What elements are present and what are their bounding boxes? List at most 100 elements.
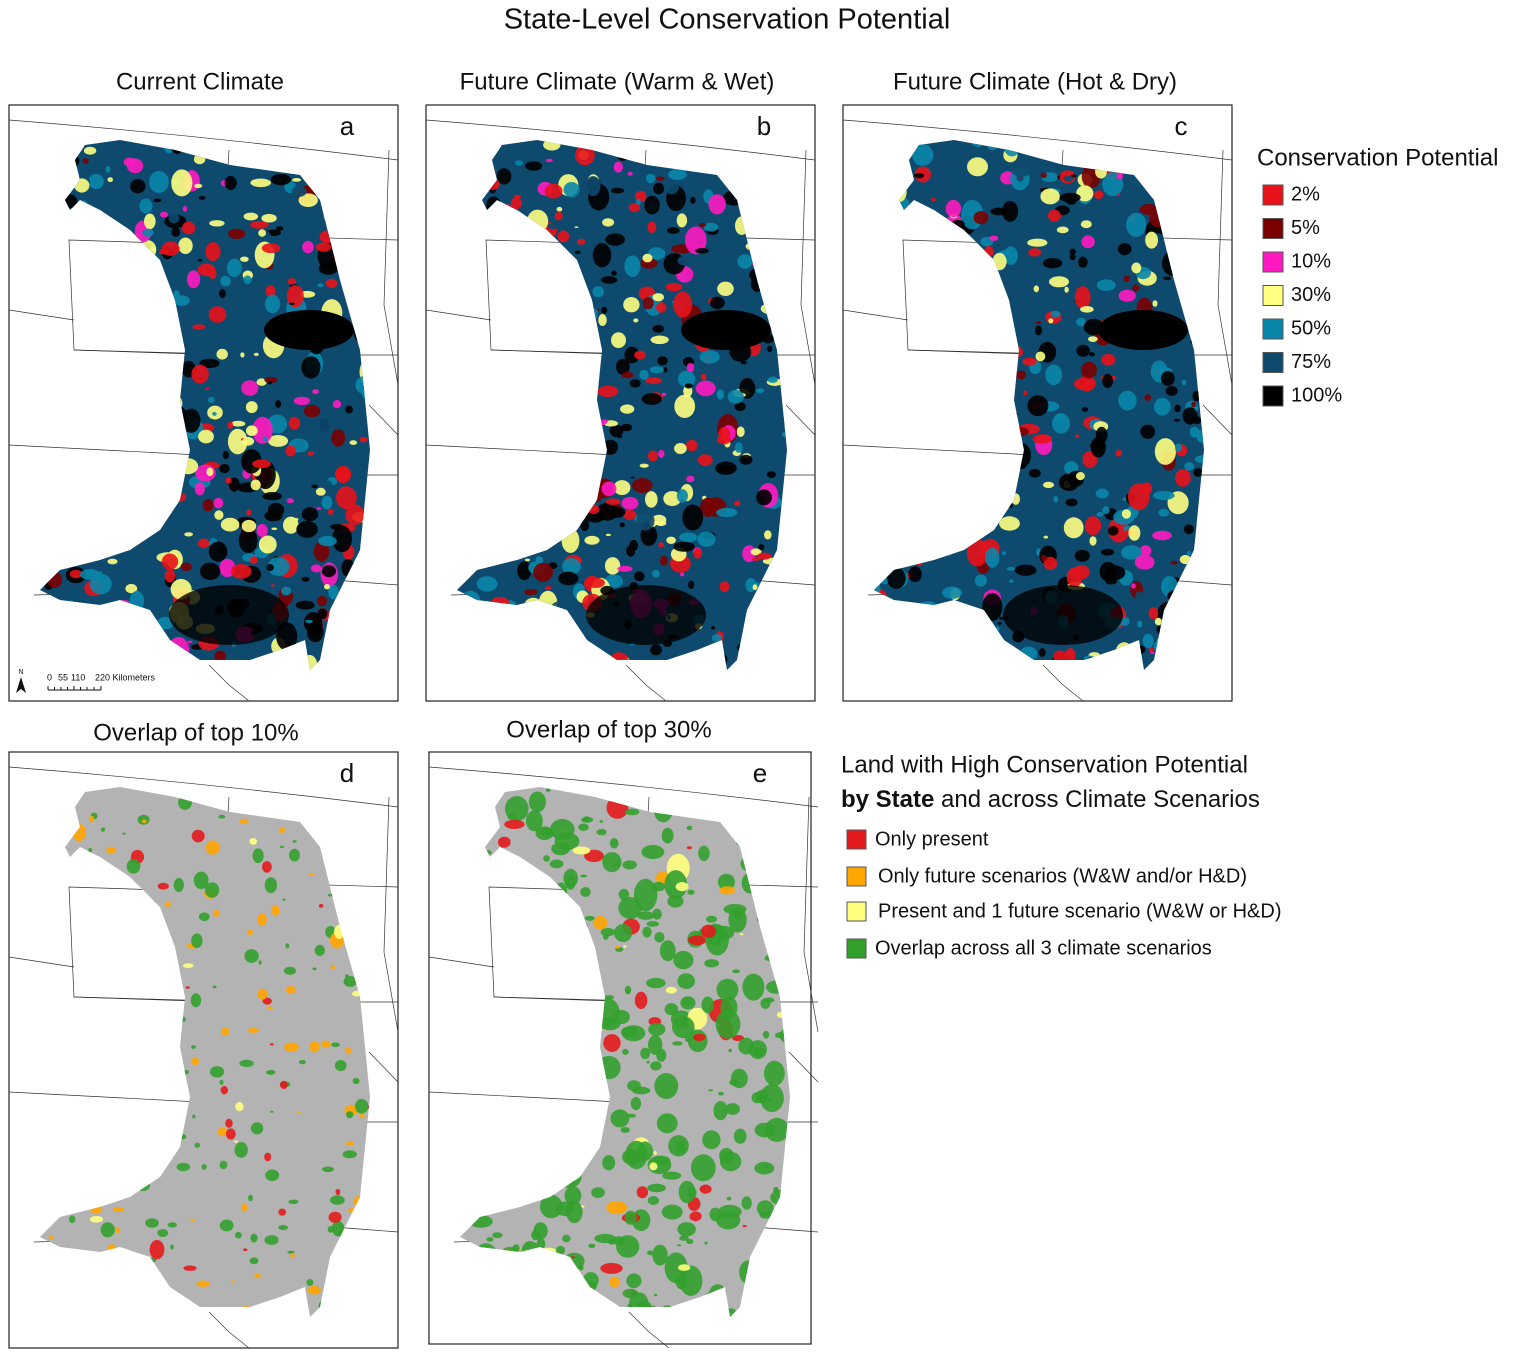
map-cell (159, 249, 169, 255)
map-cell (653, 1151, 657, 1155)
map-cell (653, 182, 665, 195)
map-cell (624, 255, 641, 277)
map-cell (580, 887, 591, 897)
map-cell (1182, 407, 1198, 425)
map-cell (597, 385, 619, 397)
map-cell (1131, 583, 1136, 589)
map-panel: e (428, 751, 819, 1349)
map-cell (258, 960, 262, 965)
map-cell (245, 401, 258, 414)
map-cell (664, 179, 679, 195)
map-cell (248, 1194, 253, 1202)
map-cell (264, 1152, 272, 1162)
map-cell (611, 270, 617, 276)
map-cell (650, 644, 662, 656)
map-cell (1014, 564, 1037, 576)
map-cell (716, 978, 739, 1001)
map-cell (219, 289, 226, 298)
map-cell (1047, 209, 1061, 222)
map-cell (281, 586, 292, 596)
map-cell (201, 1164, 207, 1170)
map-cell (604, 557, 621, 575)
state-boundary (425, 119, 816, 161)
map-cell (571, 1256, 575, 1259)
panel-letter: a (340, 111, 355, 141)
map-cell (664, 1003, 679, 1016)
map-cell (591, 1187, 605, 1198)
map-cell (182, 206, 188, 212)
map-cell (614, 924, 633, 942)
map-cell (658, 542, 664, 548)
map-cell (239, 1059, 254, 1067)
map-cell (231, 1280, 235, 1283)
map-cell (584, 915, 595, 921)
map-cell (317, 595, 328, 607)
figure-title: State-Level Conservation Potential (504, 4, 951, 36)
map-panel: c (842, 104, 1233, 702)
map-cell (240, 256, 249, 262)
map-cell (665, 986, 677, 994)
map-cell (659, 940, 676, 962)
map-cell (202, 499, 214, 512)
map-cell (307, 622, 324, 643)
map-cell (241, 519, 257, 533)
map-cell (270, 174, 292, 186)
map-cell (1121, 509, 1131, 519)
north-label: N (18, 669, 23, 676)
map-cell (652, 908, 662, 920)
map-cell (677, 1244, 682, 1247)
map-cell (668, 1135, 689, 1157)
map-cell (192, 324, 206, 330)
map-cell (222, 450, 230, 460)
map-cell (653, 1293, 658, 1297)
map-cell (219, 1219, 234, 1232)
map-cell (278, 1225, 289, 1231)
map-cell (306, 1279, 314, 1286)
map-cell (198, 429, 214, 444)
map-cell (624, 346, 640, 364)
map-cell (1152, 300, 1158, 307)
map-cell (652, 569, 660, 578)
map-cell (322, 1166, 334, 1173)
map-cell (305, 619, 313, 624)
map-cell (1135, 591, 1144, 600)
map-cell (321, 1040, 331, 1049)
state-boundary (208, 1311, 250, 1349)
map-cell (332, 400, 342, 409)
map-cell (286, 284, 304, 308)
panel-title: Future Climate (Hot & Dry) (893, 68, 1177, 95)
map-cell (1183, 524, 1194, 535)
legend-label: Only future scenarios (W&W and/or H&D) (878, 865, 1247, 887)
panel-title: Current Climate (116, 68, 284, 95)
map-cell (611, 332, 626, 349)
map-cell (544, 586, 552, 590)
map-cell (355, 1098, 369, 1114)
map-cell (228, 228, 246, 239)
map-cell (241, 380, 259, 396)
map-cell (628, 203, 641, 212)
map-cell (973, 211, 989, 225)
map-cell (141, 819, 147, 824)
map-cell (275, 226, 284, 231)
map-cell (774, 1032, 786, 1039)
map-cell (241, 1203, 248, 1212)
map-cell (1075, 434, 1080, 439)
map-cell (187, 640, 193, 644)
map-cell (678, 1264, 691, 1271)
map-cell (1028, 468, 1041, 478)
map-cell (1088, 364, 1094, 369)
map-cell (164, 569, 176, 583)
map-cell (224, 175, 237, 191)
map-cell (620, 1127, 630, 1133)
map-cell (598, 314, 607, 326)
map-cell (161, 553, 179, 570)
map-cell (190, 1219, 196, 1222)
state-boundary (625, 664, 667, 702)
map-cell (199, 268, 209, 273)
legend-label: 30% (1291, 284, 1331, 306)
map-cell (609, 1276, 620, 1288)
map-cell (752, 584, 758, 591)
map-cell (1063, 175, 1074, 182)
map-cell (676, 213, 688, 228)
legend-swatch (1262, 318, 1284, 340)
